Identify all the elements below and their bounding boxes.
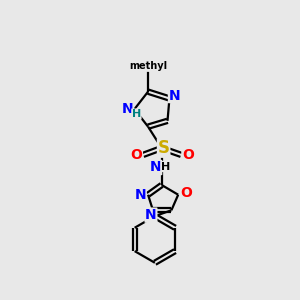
- Text: N: N: [134, 188, 146, 202]
- Text: N: N: [169, 88, 180, 103]
- Text: O: O: [180, 186, 192, 200]
- Text: O: O: [130, 148, 142, 162]
- Text: O: O: [182, 148, 194, 162]
- Text: H: H: [161, 161, 170, 172]
- Text: N: N: [145, 208, 157, 222]
- Text: H: H: [132, 109, 141, 119]
- Text: methyl: methyl: [129, 61, 167, 71]
- Text: S: S: [158, 139, 169, 157]
- Text: N: N: [122, 102, 134, 116]
- Text: N: N: [150, 160, 162, 175]
